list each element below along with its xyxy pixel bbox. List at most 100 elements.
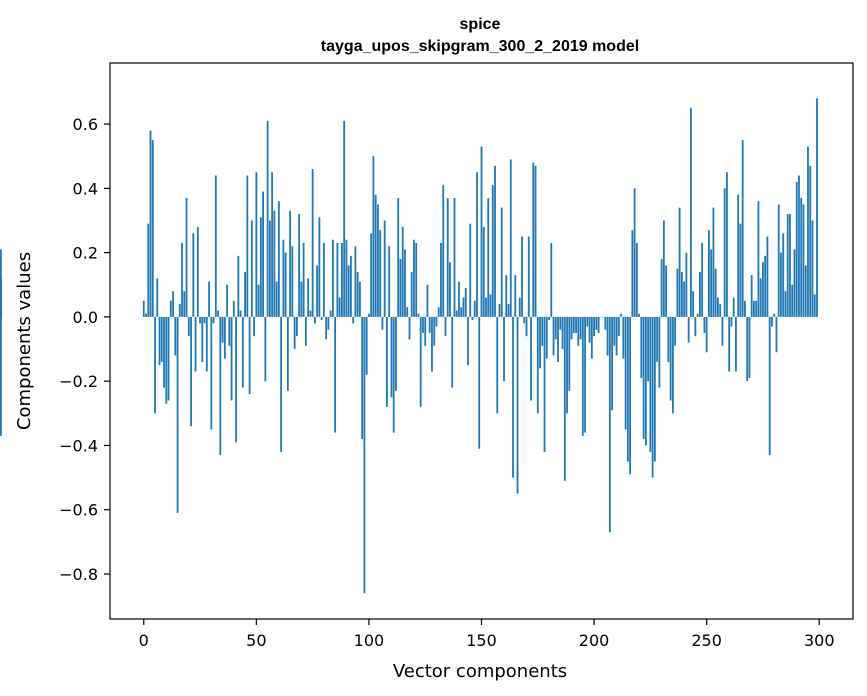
bar-170 xyxy=(525,316,528,337)
bar-282 xyxy=(777,204,780,317)
bar-116 xyxy=(404,249,406,317)
bar-182 xyxy=(552,316,555,356)
bar-14 xyxy=(174,316,177,356)
bar-24 xyxy=(196,226,199,317)
bar-46 xyxy=(246,175,249,317)
bar-30 xyxy=(210,316,213,430)
bar-32 xyxy=(214,175,217,317)
bar-110 xyxy=(390,316,393,398)
bar-162 xyxy=(507,304,510,317)
bar-52 xyxy=(259,217,262,317)
bar-298 xyxy=(813,294,816,317)
bar-97 xyxy=(361,316,364,440)
bar-56 xyxy=(268,220,271,317)
bar-271 xyxy=(753,300,755,317)
bar-125 xyxy=(424,316,427,346)
bar-286 xyxy=(786,214,789,317)
bar-245 xyxy=(694,316,697,337)
bar-91 xyxy=(347,265,350,317)
bar-200 xyxy=(593,316,595,337)
bar-90 xyxy=(345,239,348,317)
bar-95 xyxy=(356,271,359,317)
bar-260 xyxy=(728,316,731,372)
bar-99 xyxy=(365,316,368,375)
bar-94 xyxy=(354,246,357,317)
bar-270 xyxy=(750,275,753,317)
bar-42 xyxy=(237,255,240,317)
bar-225 xyxy=(649,316,652,452)
bar-237 xyxy=(676,268,679,317)
bar-293 xyxy=(802,204,805,317)
bar-105 xyxy=(379,230,382,317)
bar-145 xyxy=(469,223,472,317)
bar-294 xyxy=(804,265,807,317)
bar-164 xyxy=(512,316,514,478)
bar-283 xyxy=(780,252,782,317)
bar-240 xyxy=(683,281,686,317)
x-axis-ticks: 0 50 100 150 200 250 300 xyxy=(139,619,835,650)
bar-168 xyxy=(521,236,523,317)
bar-23 xyxy=(194,316,197,372)
bar-143 xyxy=(464,287,467,317)
bar-82 xyxy=(327,316,330,330)
bar-201 xyxy=(595,316,598,330)
bar-223 xyxy=(644,316,647,446)
bar-142 xyxy=(462,297,465,317)
y-tick-label: −0.4 xyxy=(59,436,98,455)
bar-177 xyxy=(541,316,544,346)
bar-290 xyxy=(795,181,798,317)
bar-123 xyxy=(419,316,422,407)
bar-100 xyxy=(368,313,370,317)
bar-139 xyxy=(455,310,458,317)
bar-264 xyxy=(737,194,740,317)
bar-20 xyxy=(187,316,190,337)
bar-272 xyxy=(755,300,758,317)
bar-129 xyxy=(433,316,436,346)
bar-126 xyxy=(426,284,429,317)
bar-81 xyxy=(325,316,328,340)
bar-69 xyxy=(298,214,301,317)
bar-44 xyxy=(241,316,244,388)
bar-199 xyxy=(590,316,593,359)
bar-63 xyxy=(284,252,287,317)
bar-113 xyxy=(397,197,400,317)
bar-57 xyxy=(271,172,274,317)
bar-250 xyxy=(705,316,708,353)
bar-13 xyxy=(172,291,174,317)
bar-227 xyxy=(653,316,656,462)
bar-54 xyxy=(264,316,267,382)
bar-62 xyxy=(282,239,285,317)
bar-115 xyxy=(401,226,404,317)
bar-112 xyxy=(395,316,397,391)
bar-11 xyxy=(167,316,170,401)
x-tick-label: 50 xyxy=(246,631,266,650)
bar-151 xyxy=(482,226,485,317)
bar-5 xyxy=(154,316,156,414)
bar-178 xyxy=(543,316,546,452)
bar-234 xyxy=(669,316,672,401)
bar-244 xyxy=(692,291,695,317)
bar-128 xyxy=(431,316,433,372)
bar-156 xyxy=(494,165,496,317)
bar-49 xyxy=(253,316,255,337)
bar-275 xyxy=(762,262,764,317)
bar-291 xyxy=(798,175,800,317)
bar-0 xyxy=(142,300,145,317)
y-tick-label: 0.4 xyxy=(73,179,98,198)
y-tick-label: 0.2 xyxy=(73,244,98,263)
bar-195 xyxy=(581,316,584,436)
bar-184 xyxy=(557,316,559,362)
bar-263 xyxy=(735,316,737,372)
bar-292 xyxy=(800,197,803,317)
bar-111 xyxy=(392,316,395,433)
y-axis-ticks: −0.8 −0.6 −0.4 −0.2 0.0 0.2 0.4 0.6 xyxy=(59,115,110,584)
bar-241 xyxy=(685,252,688,317)
y-tick-label: −0.2 xyxy=(59,372,98,391)
bars-group xyxy=(0,98,818,594)
bar-265 xyxy=(739,223,742,317)
bar-289 xyxy=(793,249,796,317)
bar-176 xyxy=(539,316,541,369)
bar-231 xyxy=(662,220,665,317)
bar-297 xyxy=(811,220,814,317)
bar-101 xyxy=(370,233,373,317)
